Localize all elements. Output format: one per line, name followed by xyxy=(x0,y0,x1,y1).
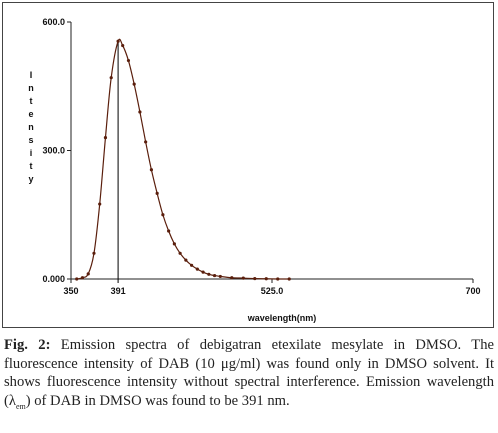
data-point xyxy=(116,39,120,43)
y-axis-title-letter: e xyxy=(28,109,33,119)
y-axis-title-letter: I xyxy=(30,70,33,80)
data-point xyxy=(98,202,102,206)
data-point xyxy=(230,276,234,280)
peak-label: 391 xyxy=(111,286,126,296)
data-point xyxy=(167,229,171,233)
data-point xyxy=(161,213,165,217)
x-tick-label: 700 xyxy=(465,286,480,296)
data-point xyxy=(144,140,148,144)
data-point xyxy=(253,276,257,281)
caption-text-2: ) of DAB in DMSO was found to be 391 nm. xyxy=(25,392,290,409)
y-axis-title-letter: i xyxy=(30,148,33,158)
data-point xyxy=(132,82,136,86)
data-point xyxy=(241,276,245,280)
data-point xyxy=(276,277,280,281)
y-axis-ticks: 0.000 300.0 600.0 xyxy=(42,17,71,284)
data-point xyxy=(218,274,222,279)
data-point xyxy=(184,258,188,262)
data-point xyxy=(109,76,113,80)
data-point xyxy=(126,58,131,63)
data-point xyxy=(178,251,182,255)
x-tick-label: 350 xyxy=(63,286,78,296)
series-points xyxy=(75,39,291,281)
data-point xyxy=(149,168,153,172)
data-point xyxy=(201,270,205,274)
plot-axes xyxy=(70,22,473,280)
y-tick-label: 600.0 xyxy=(42,17,65,27)
caption-text-1: Emission spectra of debigatran etexilate… xyxy=(4,337,494,409)
y-axis-title-letter: t xyxy=(30,161,33,171)
figure-caption: Fig. 2: Emission spectra of debigatran e… xyxy=(4,336,494,416)
data-point xyxy=(75,277,79,281)
x-axis-ticks: 350 525.0 700 xyxy=(63,279,481,296)
x-axis-title: wavelength(nm) xyxy=(247,313,317,323)
data-point xyxy=(155,191,159,195)
y-axis-title-letter: t xyxy=(30,96,33,106)
data-point xyxy=(121,43,125,48)
data-point xyxy=(86,272,90,276)
y-axis-title-letter: n xyxy=(28,83,34,93)
data-point xyxy=(92,251,96,255)
caption-subscript: em xyxy=(15,401,26,411)
y-axis-title-letter: y xyxy=(28,174,33,184)
y-axis-title-letter: n xyxy=(28,122,34,132)
series-line xyxy=(76,38,290,280)
data-point xyxy=(190,263,194,267)
data-point xyxy=(207,272,211,276)
data-point xyxy=(138,110,142,114)
data-point xyxy=(287,277,291,281)
data-point xyxy=(80,276,85,280)
data-point xyxy=(212,273,217,278)
y-axis-title-letter: s xyxy=(28,135,33,145)
data-point xyxy=(103,136,108,140)
y-tick-label: 300.0 xyxy=(42,146,65,156)
x-tick-label: 525.0 xyxy=(261,286,284,296)
y-tick-label: 0.000 xyxy=(42,274,65,284)
data-point xyxy=(195,267,199,271)
data-point xyxy=(172,242,176,246)
data-point xyxy=(264,277,268,281)
caption-fig-label: Fig. 2: xyxy=(4,337,51,353)
